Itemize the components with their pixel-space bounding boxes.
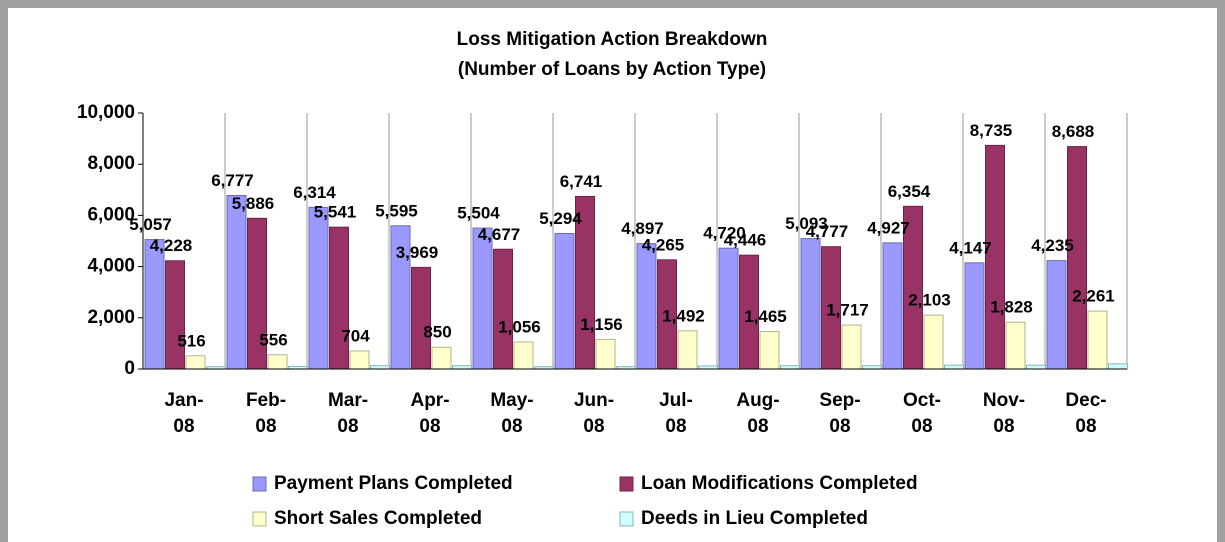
x-tick-label: Nov-08 <box>982 390 1026 437</box>
bar <box>165 260 185 370</box>
x-tick-label: Aug-08 <box>736 390 780 437</box>
x-tick-label: Apr-08 <box>410 390 450 437</box>
x-tick-label: Jan-08 <box>164 390 204 437</box>
legend-label: Deeds in Lieu Completed <box>641 508 868 529</box>
data-label: 4,235 <box>1031 236 1074 255</box>
data-label: 4,147 <box>949 238 992 257</box>
y-tick-label: 0 <box>124 358 135 379</box>
bar <box>493 248 513 370</box>
data-label: 2,261 <box>1072 287 1115 306</box>
bar <box>185 355 206 370</box>
y-tick-label: 6,000 <box>87 204 135 225</box>
data-label: 556 <box>259 330 287 349</box>
bar <box>595 338 616 370</box>
legend-swatch <box>619 511 634 527</box>
x-tick-label: Mar-08 <box>327 390 369 437</box>
x-tick-label: Jul-08 <box>659 390 693 437</box>
data-label: 4,777 <box>806 222 849 241</box>
data-label: 4,677 <box>478 225 521 244</box>
data-label: 8,688 <box>1052 122 1095 141</box>
legend-label: Short Sales Completed <box>274 508 482 529</box>
legend-swatch <box>252 476 267 492</box>
bar <box>1005 321 1026 370</box>
bar <box>226 195 247 370</box>
bar <box>554 232 575 370</box>
data-label: 8,735 <box>970 121 1013 140</box>
bar <box>1026 364 1046 370</box>
bar <box>1087 310 1108 370</box>
bar <box>759 330 780 370</box>
data-label: 850 <box>423 323 451 342</box>
data-label: 5,541 <box>314 203 357 222</box>
bar <box>431 346 452 370</box>
data-label: 5,504 <box>457 204 500 223</box>
data-label: 1,056 <box>498 317 541 336</box>
data-label: 1,717 <box>826 301 869 320</box>
legend-swatch <box>619 476 634 492</box>
data-label: 6,777 <box>211 171 254 190</box>
x-tick-label: Jun-08 <box>573 390 615 437</box>
data-label: 1,492 <box>662 306 705 325</box>
bar <box>841 324 862 370</box>
bar <box>944 364 964 370</box>
bar <box>308 206 329 370</box>
x-tick-label: Oct-08 <box>903 390 941 437</box>
y-tick-label: 10,000 <box>77 102 135 123</box>
x-tick-label: May-08 <box>490 390 534 437</box>
bar <box>882 242 903 370</box>
data-label: 4,927 <box>867 218 910 237</box>
data-label: 4,228 <box>150 236 193 255</box>
bar <box>718 247 739 370</box>
data-label: 1,465 <box>744 307 787 326</box>
chart-title: Loss Mitigation Action Breakdown <box>457 29 768 50</box>
data-label: 6,741 <box>560 172 603 191</box>
data-label: 704 <box>341 326 370 345</box>
bar <box>636 243 657 370</box>
data-label: 5,294 <box>539 209 582 228</box>
x-tick-label: Feb-08 <box>245 390 287 437</box>
data-label: 5,093 <box>785 214 828 233</box>
data-label: 6,314 <box>293 183 336 202</box>
data-label: 5,595 <box>375 201 418 220</box>
bar <box>144 239 165 370</box>
bar <box>923 314 944 370</box>
legend-label: Payment Plans Completed <box>274 473 513 494</box>
data-label: 1,828 <box>990 298 1033 317</box>
bar <box>800 238 821 370</box>
bar <box>964 262 985 370</box>
data-label: 5,057 <box>129 215 172 234</box>
data-label: 4,897 <box>621 219 664 238</box>
data-label: 3,969 <box>396 243 439 262</box>
data-label: 1,156 <box>580 315 623 334</box>
bar <box>329 226 349 370</box>
chart-subtitle: (Number of Loans by Action Type) <box>458 59 766 80</box>
x-tick-label: Sep-08 <box>819 390 861 437</box>
data-label: 4,265 <box>642 235 685 254</box>
y-tick-label: 4,000 <box>87 256 135 277</box>
data-label: 516 <box>177 331 205 350</box>
bar <box>513 341 534 370</box>
data-label: 4,720 <box>703 224 746 243</box>
data-label: 2,103 <box>908 291 951 310</box>
bar <box>267 354 288 370</box>
bar <box>1108 363 1128 370</box>
y-tick-label: 2,000 <box>87 307 135 328</box>
x-tick-label: Dec-08 <box>1065 390 1107 437</box>
legend-label: Loan Modifications Completed <box>641 473 918 494</box>
data-label: 5,886 <box>232 194 275 213</box>
data-label: 6,354 <box>888 182 931 201</box>
bar <box>1067 146 1087 370</box>
bar <box>677 330 698 370</box>
bar <box>1046 260 1067 370</box>
bar <box>411 266 431 370</box>
data-label: 4,446 <box>724 231 767 250</box>
y-tick-label: 8,000 <box>87 153 135 174</box>
bar <box>472 227 493 370</box>
legend-swatch <box>252 511 267 527</box>
bar <box>349 350 370 370</box>
